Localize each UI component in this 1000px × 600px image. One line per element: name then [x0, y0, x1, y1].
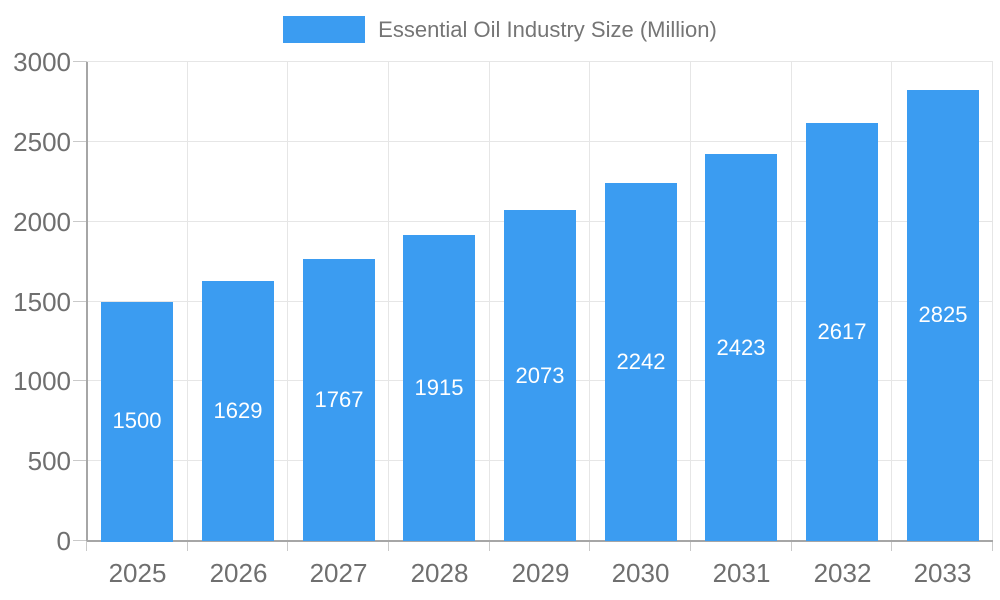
x-gridline — [589, 62, 590, 541]
legend-item[interactable]: Essential Oil Industry Size (Million) — [283, 16, 717, 43]
x-gridline — [791, 62, 792, 541]
y-tick-label: 1000 — [13, 366, 71, 396]
bar[interactable] — [907, 90, 979, 541]
x-gridline — [992, 62, 993, 541]
x-tick-label: 2025 — [108, 558, 167, 588]
x-tick — [690, 541, 691, 551]
bar[interactable] — [605, 183, 677, 541]
x-tick — [489, 541, 490, 551]
x-axis-line — [87, 540, 993, 542]
y-tick — [73, 380, 87, 381]
bar[interactable] — [403, 235, 475, 541]
x-tick-label: 2032 — [813, 558, 872, 588]
x-gridline — [690, 62, 691, 541]
x-tick — [992, 541, 993, 551]
y-tick — [73, 61, 87, 62]
y-tick — [73, 301, 87, 302]
bar-value-label: 1915 — [414, 375, 464, 400]
y-tick-label: 1500 — [13, 287, 71, 317]
legend: Essential Oil Industry Size (Million) — [0, 16, 1000, 43]
x-tick-label: 2027 — [309, 558, 368, 588]
y-tick-label: 0 — [56, 526, 71, 556]
y-tick — [73, 460, 87, 461]
bar[interactable] — [101, 302, 173, 542]
bar[interactable] — [705, 154, 777, 541]
x-tick — [589, 541, 590, 551]
bar-value-label: 2242 — [616, 349, 666, 374]
y-tick-label: 2000 — [13, 207, 71, 237]
bar-value-label: 1629 — [213, 398, 263, 423]
bar-value-label: 2617 — [817, 319, 867, 344]
x-gridline — [287, 62, 288, 541]
x-tick-label: 2030 — [611, 558, 670, 588]
y-gridline — [87, 141, 993, 142]
bar[interactable] — [504, 210, 576, 541]
bar[interactable] — [202, 281, 274, 541]
x-tick — [891, 541, 892, 551]
bar-value-label: 1767 — [314, 387, 364, 412]
x-tick — [287, 541, 288, 551]
y-tick-label: 3000 — [13, 47, 71, 77]
x-tick-label: 2026 — [209, 558, 268, 588]
legend-label: Essential Oil Industry Size (Million) — [378, 16, 717, 42]
x-gridline — [489, 62, 490, 541]
bar-value-label: 2825 — [918, 302, 968, 327]
y-gridline — [87, 61, 993, 62]
y-tick — [73, 141, 87, 142]
bar-value-label: 2423 — [716, 335, 766, 360]
y-tick-label: 2500 — [13, 127, 71, 157]
x-tick-label: 2033 — [913, 558, 972, 588]
x-tick — [86, 541, 87, 551]
legend-color-swatch — [283, 16, 366, 43]
x-gridline — [388, 62, 389, 541]
y-axis-line — [86, 62, 88, 541]
y-tick-label: 500 — [27, 446, 71, 476]
y-tick — [73, 540, 87, 541]
x-tick — [791, 541, 792, 551]
x-gridline — [187, 62, 188, 541]
x-tick — [187, 541, 188, 551]
x-tick-label: 2028 — [410, 558, 469, 588]
x-tick-label: 2029 — [511, 558, 570, 588]
bar-value-label: 2073 — [515, 363, 565, 388]
bar-value-label: 1500 — [112, 408, 162, 433]
x-tick-label: 2031 — [712, 558, 771, 588]
x-tick — [388, 541, 389, 551]
x-gridline — [891, 62, 892, 541]
bar[interactable] — [303, 259, 375, 541]
y-tick — [73, 221, 87, 222]
bar[interactable] — [806, 123, 878, 541]
